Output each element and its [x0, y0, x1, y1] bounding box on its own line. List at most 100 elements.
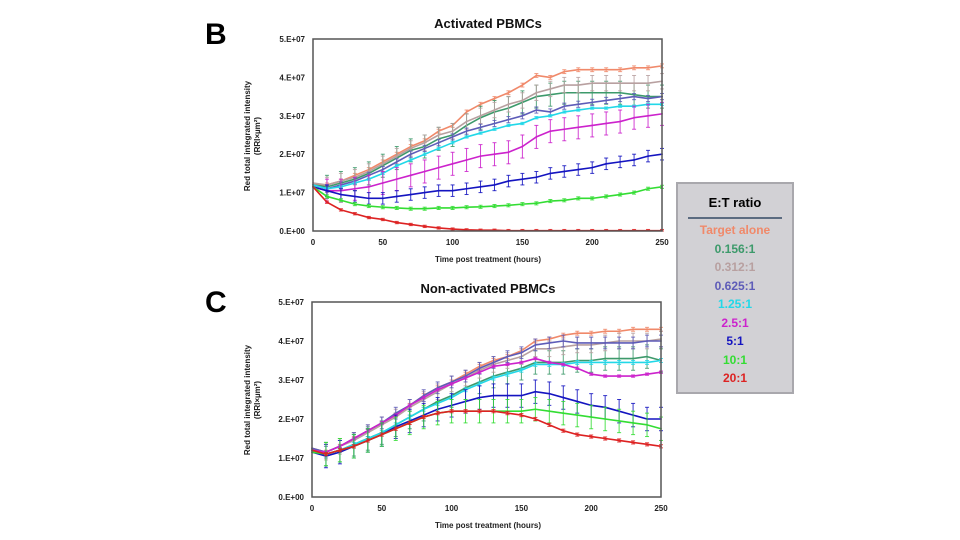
y-axis-label: Red total integrated intensity (RRI×µm²)	[243, 80, 262, 191]
data-point	[339, 449, 341, 452]
data-point	[409, 153, 412, 156]
y-axis-label-line2: (RRI×µm²)	[253, 117, 262, 156]
x-tick-label: 200	[586, 238, 600, 247]
data-point	[450, 410, 453, 413]
series-2-5-1	[312, 101, 664, 203]
data-point	[451, 228, 454, 230]
data-point	[563, 170, 566, 173]
data-point	[493, 109, 496, 111]
data-point	[493, 205, 496, 207]
data-point	[605, 122, 608, 125]
series-0-625-1	[312, 93, 664, 193]
data-point	[633, 82, 635, 85]
series-line	[313, 65, 663, 186]
legend-item-target-alone: Target alone	[699, 223, 771, 237]
data-point	[353, 187, 356, 190]
plot-frame	[312, 38, 663, 232]
data-point	[576, 433, 579, 436]
series-line	[312, 113, 663, 192]
legend-item-125: 1.25:1	[717, 297, 753, 311]
data-point	[604, 361, 607, 364]
data-point	[464, 410, 467, 413]
data-point	[647, 155, 649, 158]
plot-frame	[311, 301, 662, 498]
data-point	[646, 328, 648, 331]
series-line	[312, 186, 663, 210]
data-point	[521, 84, 524, 86]
y-tick-label: 0.E+00	[278, 493, 304, 502]
data-point	[394, 427, 397, 430]
data-point	[408, 404, 411, 407]
data-point	[563, 128, 566, 131]
data-point	[646, 443, 648, 446]
data-point	[619, 193, 622, 196]
data-point	[619, 105, 622, 108]
data-point	[535, 116, 538, 119]
x-tick-label: 0	[311, 238, 316, 247]
data-point	[520, 361, 523, 364]
series-10-1	[311, 397, 663, 467]
y-axis-label-line1: Red total integrated intensity	[243, 344, 252, 455]
data-point	[548, 361, 551, 364]
data-point	[618, 361, 621, 364]
data-point	[521, 203, 524, 206]
data-point	[408, 422, 411, 424]
data-point	[507, 91, 510, 94]
data-point	[562, 340, 565, 342]
data-point	[326, 195, 328, 198]
data-point	[493, 128, 496, 131]
data-point	[520, 410, 523, 413]
data-point	[479, 185, 482, 188]
y-tick-label: 4.E+07	[278, 337, 304, 346]
data-point	[409, 223, 412, 226]
data-point	[409, 174, 412, 177]
data-point	[577, 84, 580, 86]
data-point	[591, 101, 594, 104]
data-point	[576, 400, 579, 403]
data-point	[506, 373, 509, 376]
data-point	[619, 160, 622, 163]
data-point	[577, 109, 580, 111]
data-point	[549, 111, 552, 113]
data-point	[409, 159, 412, 161]
x-tick-label: 250	[654, 504, 668, 513]
data-point	[423, 191, 426, 194]
data-point	[633, 95, 635, 98]
data-point	[464, 377, 467, 379]
data-point	[436, 412, 439, 415]
data-point	[465, 130, 468, 133]
data-point	[605, 195, 608, 198]
data-point	[492, 365, 495, 368]
series-line	[312, 91, 662, 188]
x-tick-label: 100	[446, 238, 460, 247]
data-point	[618, 420, 621, 422]
data-point	[465, 111, 468, 113]
data-point	[548, 392, 551, 395]
data-point	[479, 103, 482, 106]
data-point	[647, 187, 649, 190]
data-point	[423, 141, 426, 144]
x-tick-label: 200	[585, 504, 599, 513]
data-point	[633, 159, 635, 161]
data-point	[340, 193, 342, 196]
data-point	[492, 410, 495, 413]
data-point	[576, 361, 579, 364]
x-tick-label: 0	[310, 504, 315, 513]
data-point	[521, 178, 524, 181]
data-point	[590, 332, 593, 335]
data-point	[507, 118, 510, 121]
data-point	[633, 191, 635, 194]
data-point	[605, 162, 608, 165]
series-line	[311, 359, 662, 455]
data-point	[507, 204, 510, 207]
data-point	[422, 416, 425, 418]
x-ticks: 0 50 100 150 200 250	[311, 238, 669, 247]
data-point	[647, 82, 649, 85]
data-point	[591, 107, 594, 110]
y-axis-label-line1: Red total integrated intensity	[243, 80, 252, 191]
data-point	[423, 207, 426, 210]
data-point	[534, 363, 537, 366]
data-point	[534, 357, 537, 360]
legend-title: E:T ratio	[708, 195, 762, 210]
data-point	[506, 394, 509, 397]
